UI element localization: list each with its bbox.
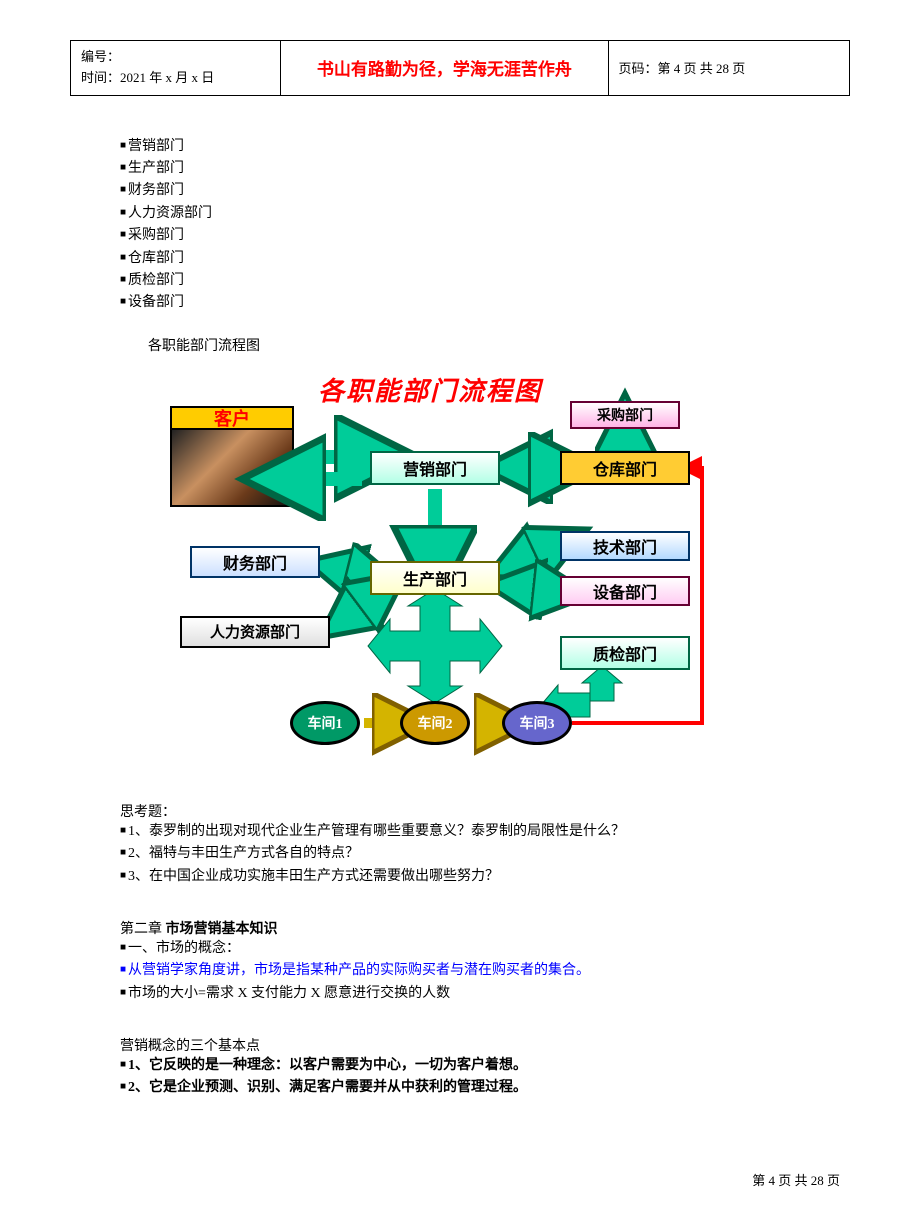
flowchart: 各职能部门流程图 客户: [150, 371, 710, 771]
node-yingxiao: 营销部门: [370, 451, 500, 485]
yingxiao-concept-list: 1、它反映的是一种理念：以客户需要为中心，一切为客户着想。2、它是企业预测、识别…: [120, 1055, 820, 1100]
department-item: 财务部门: [120, 180, 820, 202]
node-caiwu: 财务部门: [190, 546, 320, 578]
header-motto: 书山有路勤为径，学海无涯苦作舟: [281, 41, 608, 96]
node-renli: 人力资源部门: [180, 616, 330, 648]
yingxiao-concept-section: 营销概念的三个基本点 1、它反映的是一种理念：以客户需要为中心，一切为客户着想。…: [120, 1035, 820, 1100]
sikao-item: 2、福特与丰田生产方式各自的特点？: [120, 843, 820, 865]
department-item: 采购部门: [120, 225, 820, 247]
sikao-section: 思考题： 1、泰罗制的出现对现代企业生产管理有哪些重要意义？泰罗制的局限性是什么…: [120, 801, 820, 888]
department-item: 设备部门: [120, 292, 820, 314]
node-zhijian: 质检部门: [560, 636, 690, 670]
content: 营销部门生产部门财务部门人力资源部门采购部门仓库部门质检部门设备部门 各职能部门…: [120, 136, 820, 1100]
chapter2-item: 从营销学家角度讲，市场是指某种产品的实际购买者与潜在购买者的集合。: [120, 960, 820, 982]
chapter2-prefix: 第二章: [120, 922, 166, 937]
department-list: 营销部门生产部门财务部门人力资源部门采购部门仓库部门质检部门设备部门: [120, 136, 820, 315]
chapter2-title-bold: 市场营销基本知识: [166, 922, 278, 937]
sikao-title: 思考题：: [120, 801, 820, 821]
node-shebei: 设备部门: [560, 576, 690, 606]
node-cj2: 车间2: [400, 701, 470, 745]
sikao-list: 1、泰罗制的出现对现代企业生产管理有哪些重要意义？泰罗制的局限性是什么？2、福特…: [120, 821, 820, 888]
chapter2-list: 一、市场的概念：从营销学家角度讲，市场是指某种产品的实际购买者与潜在购买者的集合…: [120, 938, 820, 1005]
node-caigou: 采购部门: [570, 401, 680, 429]
header-serial: 编号：: [81, 47, 270, 68]
chapter2-item: 一、市场的概念：: [120, 938, 820, 960]
header-page: 页码：第 4 页 共 28 页: [608, 41, 850, 96]
chapter2-title: 第二章 市场营销基本知识: [120, 918, 820, 938]
page-header-table: 编号： 时间：2021 年 x 月 x 日 书山有路勤为径，学海无涯苦作舟 页码…: [70, 40, 850, 96]
department-item: 人力资源部门: [120, 203, 820, 225]
department-item: 仓库部门: [120, 248, 820, 270]
node-cangku: 仓库部门: [560, 451, 690, 485]
flowchart-caption: 各职能部门流程图: [120, 335, 820, 355]
header-date: 时间：2021 年 x 月 x 日: [81, 68, 270, 89]
department-item: 质检部门: [120, 270, 820, 292]
node-jishu: 技术部门: [560, 531, 690, 561]
node-cj1: 车间1: [290, 701, 360, 745]
yingxiao-concept-item: 2、它是企业预测、识别、满足客户需要并从中获利的管理过程。: [120, 1077, 820, 1099]
sikao-item: 1、泰罗制的出现对现代企业生产管理有哪些重要意义？泰罗制的局限性是什么？: [120, 821, 820, 843]
yingxiao-concept-item: 1、它反映的是一种理念：以客户需要为中心，一切为客户着想。: [120, 1055, 820, 1077]
header-left-cell: 编号： 时间：2021 年 x 月 x 日: [71, 41, 281, 96]
department-item: 生产部门: [120, 158, 820, 180]
chapter2-section: 第二章 市场营销基本知识 一、市场的概念：从营销学家角度讲，市场是指某种产品的实…: [120, 918, 820, 1005]
yingxiao-concept-title: 营销概念的三个基本点: [120, 1035, 820, 1055]
node-shengchan: 生产部门: [370, 561, 500, 595]
page-footer: 第 4 页 共 28 页: [70, 1170, 840, 1189]
department-item: 营销部门: [120, 136, 820, 158]
node-cj3: 车间3: [502, 701, 572, 745]
sikao-item: 3、在中国企业成功实施丰田生产方式还需要做出哪些努力？: [120, 866, 820, 888]
node-customer-image: [170, 428, 294, 507]
chapter2-item: 市场的大小=需求 X 支付能力 X 愿意进行交换的人数: [120, 983, 820, 1005]
